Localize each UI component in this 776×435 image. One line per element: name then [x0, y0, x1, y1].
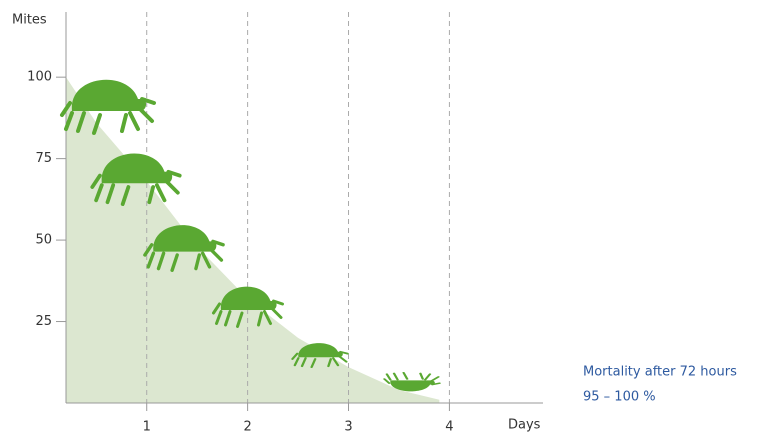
y-tick-label: 25 [35, 314, 52, 329]
y-tick-label: 75 [35, 151, 52, 166]
y-tick-label: 100 [27, 70, 52, 85]
x-tick-label: 3 [344, 420, 352, 435]
x-axis-label: Days [508, 418, 541, 433]
area [66, 77, 440, 404]
plot: 1 2 3 4 25 50 75 100 [27, 12, 543, 435]
x-tick-label: 2 [243, 420, 251, 435]
x-tick-label: 4 [445, 420, 453, 435]
y-axis-label: Mites [12, 13, 47, 28]
annotation: Mortality after 72 hours [583, 365, 737, 380]
y-tick-label: 50 [35, 233, 52, 248]
x-tick-label: 1 [143, 420, 151, 435]
annotation: 95 – 100 % [583, 390, 656, 405]
